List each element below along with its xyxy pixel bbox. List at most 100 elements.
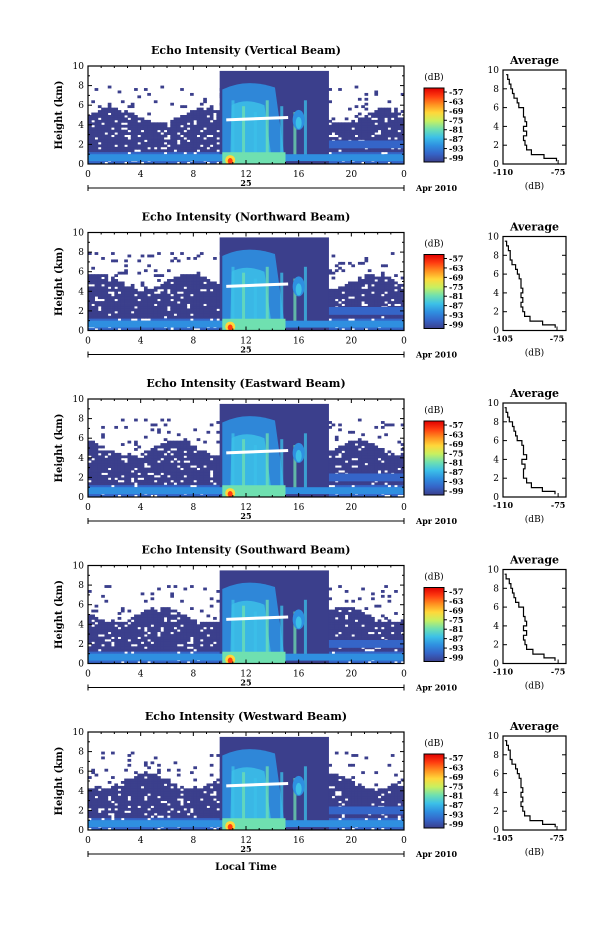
heatmap-cell [167,482,171,486]
heatmap-cell [380,318,385,322]
heatmap-cell [170,592,174,596]
heatmap-cell [186,298,191,302]
heatmap-cell [371,127,375,131]
heatmap-cell [186,455,191,459]
heatmap-cell [180,306,184,309]
heatmap-cell [338,286,342,290]
panel-4: Echo Intensity (Southward Beam)0246810He… [54,544,567,693]
heatmap-cell [153,484,158,488]
heatmap-cell [390,137,395,140]
heatmap-cell [196,624,201,628]
heatmap-cell [173,470,178,473]
date-month: Apr 2010 [415,183,458,193]
heatmap-cell [190,115,194,118]
heatmap-cell [377,460,382,464]
heatmap-cell [216,462,221,466]
heatmap-cell [140,484,145,488]
rain-streak [303,100,307,161]
heatmap-cell [124,472,128,476]
y-tick-label: 0 [78,160,84,170]
heatmap-cell [127,470,132,473]
heatmap-cell [374,288,379,292]
heatmap-cell [183,119,188,123]
heatmap-cell [163,450,168,454]
heatmap-cell [203,139,207,143]
heatmap-cell [167,283,171,287]
heatmap-cell [104,318,109,322]
heatmap-cell [173,257,178,260]
heatmap-cell [193,283,198,287]
heatmap-cell [193,313,198,317]
heatmap-cell [134,151,138,155]
heatmap-cell [170,636,174,640]
heatmap-cell [196,636,201,640]
heatmap-cell [104,450,109,454]
heatmap-cell [390,281,395,285]
heatmap-cell [176,328,181,331]
heatmap-cell [157,639,161,642]
heatmap-cell [338,261,342,265]
heatmap-cell [91,626,95,630]
heatmap-cell [199,646,204,650]
heatmap-cell [196,452,201,456]
heatmap-cell [173,479,178,483]
heatmap-cell [384,288,388,292]
heatmap-cell [114,474,119,478]
heatmap-cell [341,648,346,652]
heatmap-cell [117,90,122,94]
heatmap-cell [193,117,198,121]
heatmap-cell [160,646,165,650]
heatmap-cell [153,619,158,623]
heatmap-cell [147,648,151,652]
heatmap-cell [127,144,132,148]
heatmap-cell [101,127,105,131]
heatmap-cell [97,281,102,285]
colorbar-tick-label: -69 [449,106,464,116]
heatmap-cell [130,288,135,292]
heatmap-cell [328,421,332,424]
heatmap-cell [216,639,221,642]
heatmap-cell [183,308,188,312]
heatmap-cell [351,482,356,486]
heatmap-cell [400,318,404,322]
heatmap-cell [357,279,362,282]
heatmap-cell [104,144,109,148]
heatmap-cell [127,472,132,476]
heatmap-cell [394,112,398,116]
heatmap-cell [134,440,138,444]
heatmap-cell [371,115,375,118]
heatmap-cell [111,298,115,302]
heatmap-cell [374,90,379,94]
x-tick-label: 16 [293,503,305,513]
heatmap-cell [394,494,398,497]
heatmap-cell [380,301,385,304]
heatmap-cell [196,460,201,464]
heatmap-cell [130,141,135,145]
heatmap-cell [170,149,174,153]
heatmap-cell [209,624,214,628]
heatmap-cell [160,619,165,623]
heatmap-cell [180,641,184,645]
heatmap-cell [374,115,379,118]
heatmap-cell [111,472,115,476]
heatmap-cell [147,313,151,317]
heatmap-cell [143,303,148,307]
heatmap-cell [143,614,148,618]
heatmap-cell [150,477,155,481]
heatmap-cell [186,465,191,468]
heatmap-cell [120,634,125,637]
heatmap-cell [180,274,184,277]
heatmap-cell [183,149,188,153]
heatmap-cell [361,281,365,285]
heatmap-cell [397,291,402,295]
heatmap-cell [137,137,142,140]
heatmap-cell [190,281,194,285]
heatmap-cell [153,482,158,486]
heatmap-cell [120,291,125,295]
heatmap-cell [140,479,145,483]
heatmap-cell [104,310,109,314]
heatmap-cell [101,139,105,143]
heatmap-cell [384,423,388,427]
heatmap-cell [157,648,161,652]
heatmap-cell [186,440,191,444]
